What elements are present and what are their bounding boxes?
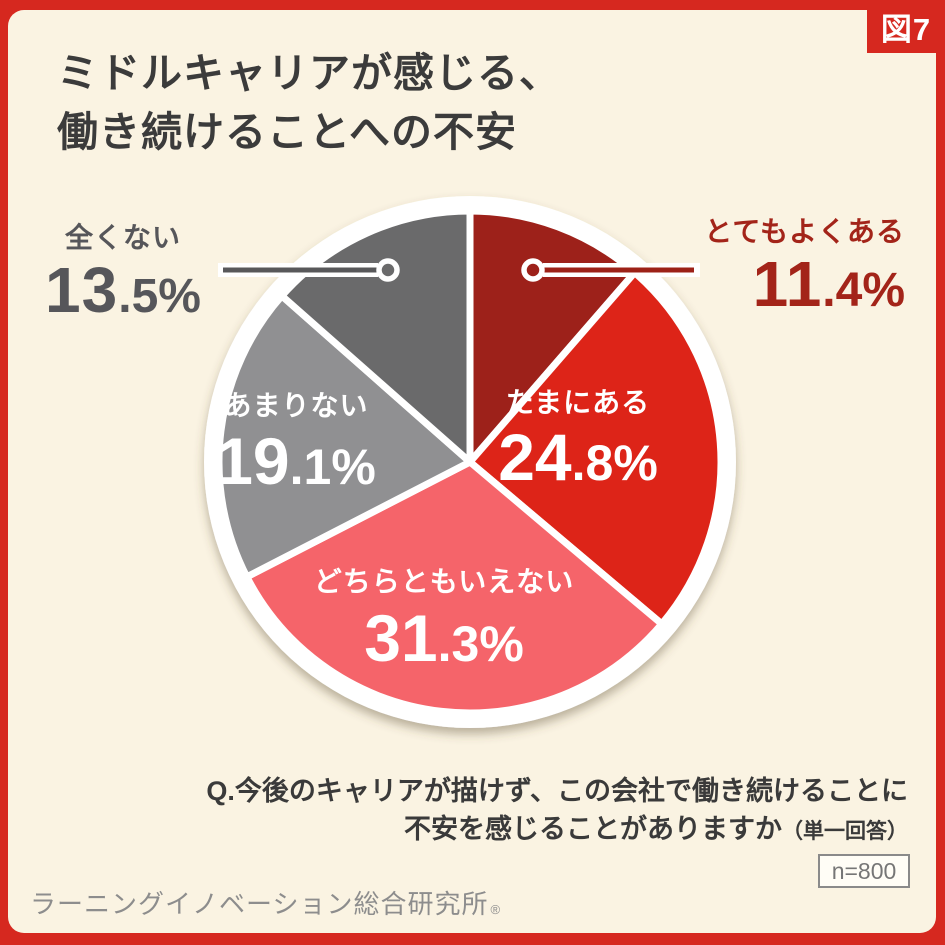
callout-circle-right <box>521 258 545 282</box>
pie-slice-3 <box>215 292 474 581</box>
slice-label-text: あまりない <box>223 390 368 421</box>
source-credit: ラーニングイノベーション総合研究所 ® <box>30 884 501 921</box>
registered-trademark-mark: ® <box>490 902 502 917</box>
chart-title: ミドルキャリアが感じる、 働き続けることへの不安 <box>57 44 561 162</box>
value-integer: 13 <box>45 254 119 326</box>
slice-label-text: どちらともいえない <box>314 566 574 597</box>
slice-label-text: 全くない <box>64 222 181 253</box>
value-integer: 11 <box>752 248 823 320</box>
sample-size-text: n=800 <box>831 857 897 884</box>
question-text: Q.今後のキャリアが描けず、この会社で働き続けることに 不安を感じることがありま… <box>206 772 908 851</box>
value-decimal: .4% <box>822 264 905 317</box>
slice-label-text: とてもよくある <box>704 216 905 247</box>
callout-circle-left <box>376 258 400 282</box>
slice-value-text: 24.8% <box>498 420 658 494</box>
slice-value-text: 11.4% <box>700 252 905 334</box>
callout-label-totemo-yoku-aru: とてもよくある 11.4% <box>700 210 905 334</box>
callout-label-mattaku-nai: 全くない 13.5% <box>28 216 218 340</box>
title-line-2: 働き続けることへの不安 <box>57 109 517 155</box>
source-name: ラーニングイノベーション総合研究所 <box>30 889 489 919</box>
value-decimal: .5% <box>118 270 201 323</box>
slice-value-text: 19.1% <box>216 424 376 498</box>
answer-type-note: （単一回答） <box>782 820 908 843</box>
figure-number-badge: 図7 <box>867 0 945 53</box>
pie-slice-1 <box>466 269 725 628</box>
question-line-1: Q.今後のキャリアが描けず、この会社で働き続けることに <box>206 776 908 806</box>
sample-size-box: n=800 <box>818 854 910 888</box>
slice-value-text: 13.5% <box>28 258 218 340</box>
slice-label-text: たまにある <box>506 387 650 418</box>
question-line-2: 不安を感じることがありますか（単一回答） <box>404 814 908 844</box>
slice-value-text: 31.3% <box>364 601 524 675</box>
title-line-1: ミドルキャリアが感じる、 <box>57 50 561 96</box>
